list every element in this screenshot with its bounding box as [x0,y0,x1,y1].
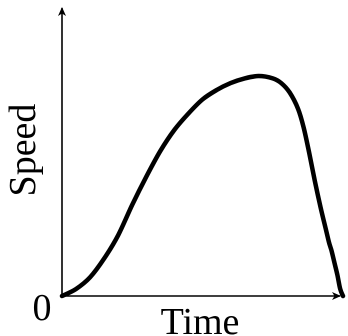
speed-curve-line-0 [59,73,346,299]
series-layer [59,73,346,299]
axes [58,7,341,300]
origin-label: 0 [33,287,52,329]
x-axis-label: Time [161,301,240,336]
y-axis-label: Speed [2,104,44,197]
